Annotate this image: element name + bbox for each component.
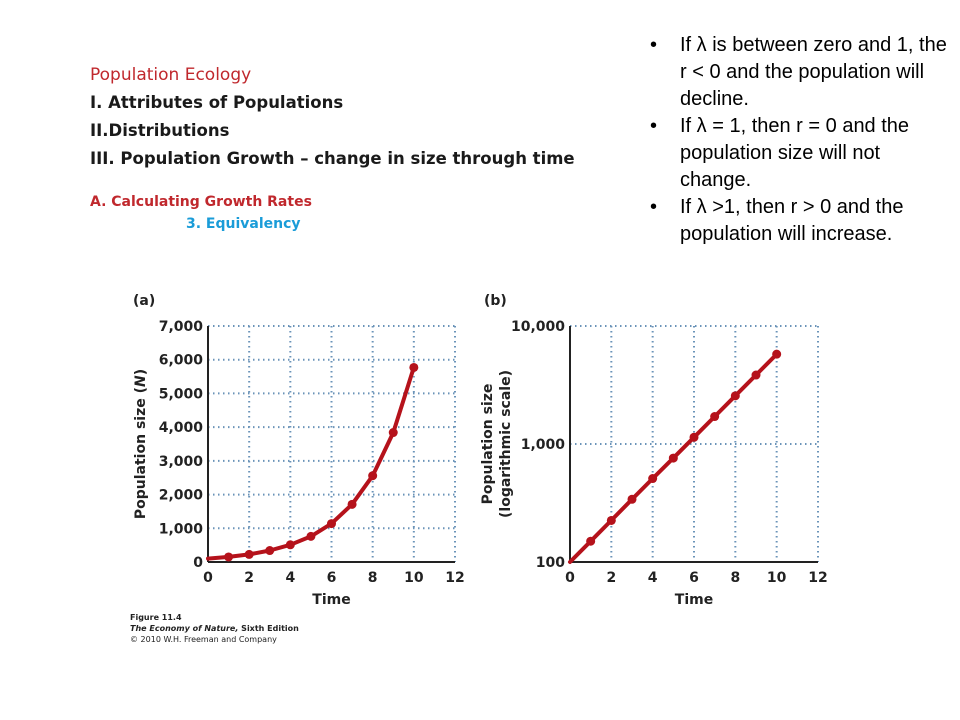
chart-b-x-axis-title: Time bbox=[675, 592, 713, 608]
chart-a-x-tick-label: 2 bbox=[244, 570, 254, 586]
chart-a-x-tick-label: 6 bbox=[327, 570, 337, 586]
chart-a-data-point bbox=[388, 428, 398, 438]
chart-a-y-tick-label: 2,000 bbox=[159, 488, 204, 504]
bullet-dot-icon: • bbox=[650, 196, 658, 218]
chart-a-data-point bbox=[224, 552, 234, 562]
figure-caption: Figure 11.4 The Economy of Nature, Sixth… bbox=[130, 612, 299, 645]
chart-a-data-point bbox=[368, 471, 378, 481]
chart-a-y-tick-label: 7,000 bbox=[159, 319, 204, 335]
chart-a-y-tick-label: 5,000 bbox=[159, 386, 204, 402]
chart-a-data-point bbox=[285, 540, 295, 550]
chart-b-data-point bbox=[689, 432, 699, 442]
bullet-dot-icon: • bbox=[650, 115, 658, 137]
chart-b-y-tick-label: 100 bbox=[536, 555, 565, 571]
caption-figure-number: Figure 11.4 bbox=[130, 613, 182, 622]
chart-b-data-point bbox=[627, 494, 637, 504]
chart-b-data-point bbox=[668, 453, 678, 463]
bullet-text: If λ >1, then r > 0 and the population w… bbox=[680, 196, 904, 245]
chart-a-data-point bbox=[347, 499, 357, 509]
slide-outline: Population Ecology I. Attributes of Popu… bbox=[90, 62, 575, 235]
caption-book-title: The Economy of Nature, bbox=[130, 624, 239, 633]
chart-b-y-tick-label: 10,000 bbox=[511, 319, 565, 335]
chart-b-x-tick-label: 0 bbox=[565, 570, 575, 586]
caption-copyright: © 2010 W.H. Freeman and Company bbox=[130, 635, 277, 644]
chart-b-x-tick-label: 8 bbox=[730, 570, 740, 586]
chart-b-x-tick-label: 10 bbox=[767, 570, 787, 586]
caption-edition: Sixth Edition bbox=[238, 624, 299, 633]
bullet-item: • If λ is between zero and 1, the r < 0 a… bbox=[646, 32, 956, 113]
chart-b-y-axis-title: Population size bbox=[480, 384, 496, 505]
chart-b-data-point bbox=[772, 349, 782, 359]
chart-a-y-axis-title: Population size (N) bbox=[133, 369, 149, 519]
chart-a-x-tick-label: 8 bbox=[368, 570, 378, 586]
bullet-item: • If λ = 1, then r = 0 and the population… bbox=[646, 113, 956, 194]
chart-a-y-tick-label: 4,000 bbox=[159, 420, 204, 436]
chart-a-x-tick-label: 4 bbox=[285, 570, 295, 586]
chart-b-panel-label: (b) bbox=[484, 293, 507, 309]
chart-a-data-point bbox=[327, 519, 336, 529]
outline-title: Population Ecology bbox=[90, 65, 252, 85]
chart-b-x-tick-label: 12 bbox=[808, 570, 827, 586]
chart-a-series-line bbox=[206, 365, 416, 561]
outline-subheading-3: 3. Equivalency bbox=[186, 216, 301, 232]
chart-b-data-point bbox=[586, 536, 596, 546]
chart-b-data-point bbox=[710, 412, 720, 422]
chart-a-x-axis-title: Time bbox=[312, 592, 350, 608]
chart-a-y-tick-label: 0 bbox=[193, 555, 203, 571]
chart-b-x-tick-label: 2 bbox=[606, 570, 616, 586]
chart-b-y-tick-label: 1,000 bbox=[521, 437, 566, 453]
chart-a-y-tick-label: 3,000 bbox=[159, 454, 204, 470]
outline-item-3: III. Population Growth – change in size … bbox=[90, 149, 575, 168]
bullet-text: If λ = 1, then r = 0 and the population … bbox=[680, 115, 910, 191]
outline-subheading-a: A. Calculating Growth Rates bbox=[90, 194, 312, 210]
chart-a-x-tick-label: 12 bbox=[445, 570, 464, 586]
chart-b-data-point bbox=[606, 515, 616, 525]
chart-a-x-tick-label: 0 bbox=[203, 570, 213, 586]
chart-a-data-point bbox=[265, 546, 275, 556]
outline-item-2: II.Distributions bbox=[90, 121, 230, 140]
chart-a-data-point bbox=[244, 549, 254, 559]
chart-b-data-point bbox=[648, 474, 658, 484]
chart-b-data-point bbox=[751, 370, 761, 380]
chart-b-y-axis-title-scale: (logarithmic scale) bbox=[498, 370, 514, 518]
bullet-text: If λ is between zero and 1, the r < 0 an… bbox=[680, 34, 947, 110]
bullet-dot-icon: • bbox=[650, 34, 658, 56]
chart-b-x-tick-label: 4 bbox=[648, 570, 658, 586]
chart-b-x-tick-label: 6 bbox=[689, 570, 699, 586]
chart-a-data-point bbox=[409, 362, 419, 372]
chart-a-y-tick-label: 1,000 bbox=[159, 521, 204, 537]
chart-b-data-point bbox=[730, 391, 740, 401]
caption-book-line: The Economy of Nature, Sixth Edition bbox=[130, 623, 299, 634]
chart-a-x-tick-label: 10 bbox=[404, 570, 424, 586]
bullet-item: • If λ >1, then r > 0 and the population … bbox=[646, 194, 956, 248]
chart-a-panel-label: (a) bbox=[133, 293, 155, 309]
bullet-list: • If λ is between zero and 1, the r < 0 a… bbox=[646, 32, 956, 248]
chart-a-y-tick-label: 6,000 bbox=[159, 353, 204, 369]
outline-item-1: I. Attributes of Populations bbox=[90, 93, 344, 112]
chart-a-data-point bbox=[306, 531, 316, 541]
